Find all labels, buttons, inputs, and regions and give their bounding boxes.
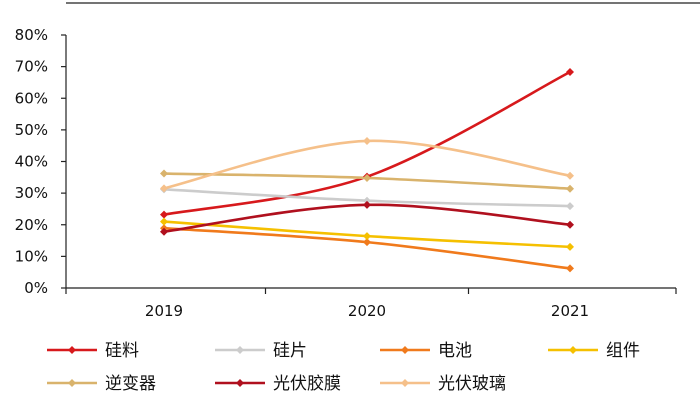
legend-item: 光伏胶膜 bbox=[215, 374, 341, 394]
legend-swatch-marker bbox=[569, 346, 577, 354]
data-point-2-2 bbox=[566, 264, 574, 273]
y-tick-label: 60% bbox=[15, 89, 48, 107]
legend-item: 组件 bbox=[548, 341, 640, 361]
data-point-6-0 bbox=[160, 184, 168, 193]
data-point-1-1 bbox=[363, 196, 371, 205]
legend-swatch-marker bbox=[401, 379, 409, 387]
data-point-5-1 bbox=[363, 200, 371, 209]
data-point-3-0 bbox=[160, 217, 168, 226]
legend-item: 硅片 bbox=[215, 341, 307, 361]
y-tick-label: 30% bbox=[15, 184, 48, 202]
data-point-2-1 bbox=[363, 238, 371, 247]
y-tick-label: 10% bbox=[15, 247, 48, 265]
x-tick-label: 2019 bbox=[145, 302, 183, 320]
axes: 0% 10% 20% 30% 40% 50% 60% 70% 80% 2019 2020 2021 bbox=[15, 26, 677, 320]
legend-label: 光伏玻璃 bbox=[438, 374, 506, 394]
series-markers bbox=[160, 68, 574, 273]
y-tick-label: 80% bbox=[15, 26, 48, 44]
data-point-6-1 bbox=[363, 136, 371, 145]
y-tick-label: 20% bbox=[15, 216, 48, 234]
data-point-6-2 bbox=[566, 171, 574, 180]
x-tick-label: 2021 bbox=[551, 302, 589, 320]
legend-swatch-marker bbox=[401, 346, 409, 354]
legend-label: 逆变器 bbox=[105, 374, 156, 394]
y-tick-label: 0% bbox=[24, 279, 48, 297]
legend-swatch-marker bbox=[68, 379, 76, 387]
data-point-1-2 bbox=[566, 202, 574, 211]
data-point-0-0 bbox=[160, 210, 168, 219]
data-point-4-2 bbox=[566, 184, 574, 193]
legend-label: 硅片 bbox=[273, 341, 307, 361]
data-point-4-0 bbox=[160, 169, 168, 178]
data-point-3-1 bbox=[363, 232, 371, 241]
y-tick-label: 40% bbox=[15, 153, 48, 171]
legend-item: 逆变器 bbox=[47, 374, 156, 394]
legend-swatch-marker bbox=[236, 379, 244, 387]
legend-label: 硅料 bbox=[105, 341, 139, 361]
y-tick-label: 70% bbox=[15, 58, 48, 76]
legend-item: 硅料 bbox=[47, 341, 139, 361]
legend-swatch-marker bbox=[68, 346, 76, 354]
legend-item: 电池 bbox=[380, 341, 472, 361]
legend-label: 电池 bbox=[438, 341, 472, 361]
data-point-4-1 bbox=[363, 173, 371, 182]
legend-label: 组件 bbox=[606, 341, 640, 361]
legend-item: 光伏玻璃 bbox=[380, 374, 506, 394]
legend-label: 光伏胶膜 bbox=[273, 374, 341, 394]
data-point-0-2 bbox=[566, 68, 574, 77]
data-point-3-2 bbox=[566, 242, 574, 251]
y-tick-label: 50% bbox=[15, 121, 48, 139]
data-point-5-2 bbox=[566, 220, 574, 229]
legend-swatch-marker bbox=[236, 346, 244, 354]
x-tick-label: 2020 bbox=[348, 302, 386, 320]
data-point-5-0 bbox=[160, 227, 168, 236]
